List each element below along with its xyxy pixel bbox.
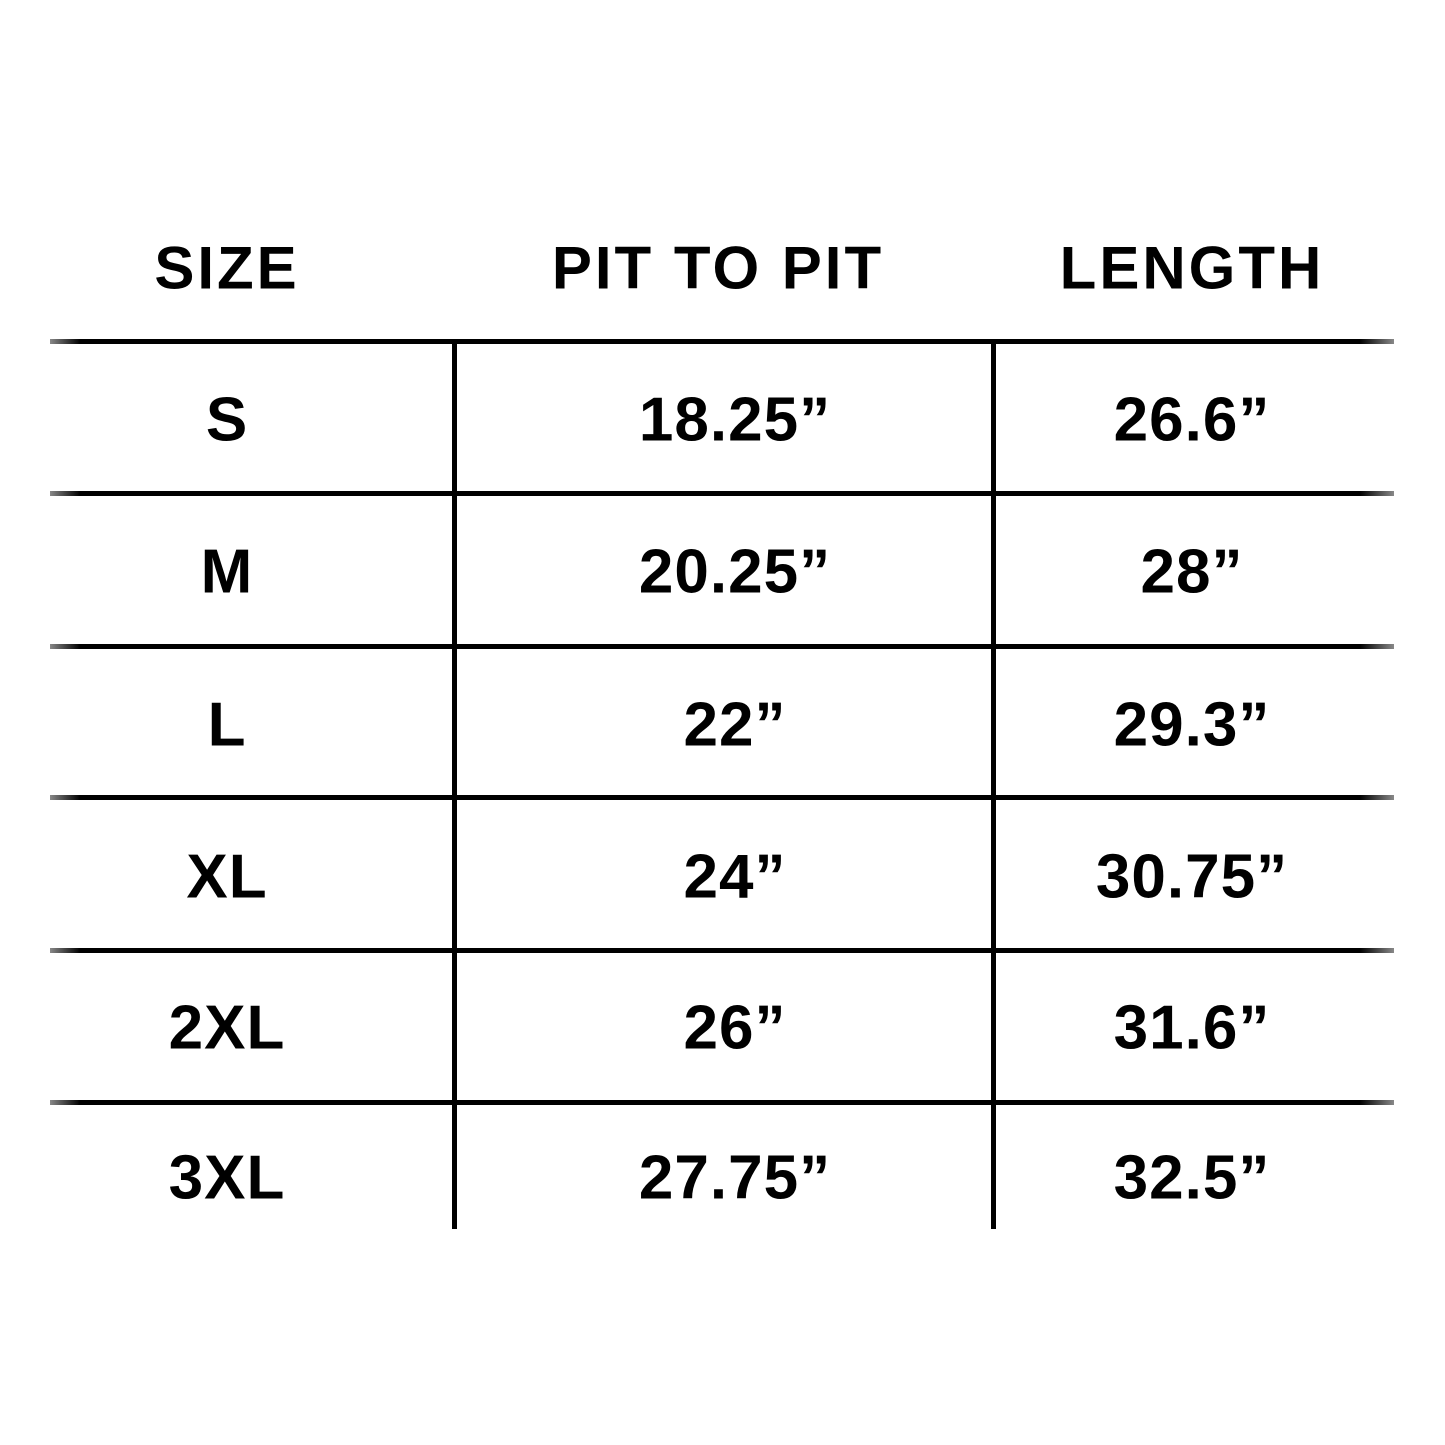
cell-length: 29.3” [1113, 690, 1271, 760]
cell-length: 30.75” [1095, 842, 1289, 912]
cell-length: 31.6” [1113, 993, 1271, 1063]
cell-size: 2XL [168, 993, 286, 1063]
row-divider [50, 491, 1394, 496]
cell-size: M [200, 537, 254, 607]
cell-pit-to-pit: 20.25” [638, 537, 832, 607]
row-divider [50, 795, 1394, 800]
cell-pit-to-pit: 27.75” [638, 1143, 832, 1213]
column-divider [991, 341, 996, 1229]
cell-size: L [207, 690, 247, 760]
cell-pit-to-pit: 22” [683, 690, 787, 760]
cell-length: 26.6” [1113, 385, 1271, 455]
cell-length: 32.5” [1113, 1143, 1271, 1213]
row-divider [50, 1100, 1394, 1105]
cell-pit-to-pit: 26” [683, 993, 787, 1063]
cell-pit-to-pit: 18.25” [638, 385, 832, 455]
header-pit-to-pit: PIT TO PIT [551, 234, 885, 302]
cell-length: 28” [1140, 537, 1244, 607]
cell-pit-to-pit: 24” [683, 842, 787, 912]
row-divider [50, 339, 1394, 344]
row-divider [50, 948, 1394, 953]
row-divider [50, 644, 1394, 649]
cell-size: XL [186, 842, 268, 912]
cell-size: S [205, 385, 249, 455]
cell-size: 3XL [168, 1143, 286, 1213]
header-length: LENGTH [1059, 234, 1325, 302]
column-divider [452, 341, 457, 1229]
header-size: SIZE [154, 234, 300, 302]
